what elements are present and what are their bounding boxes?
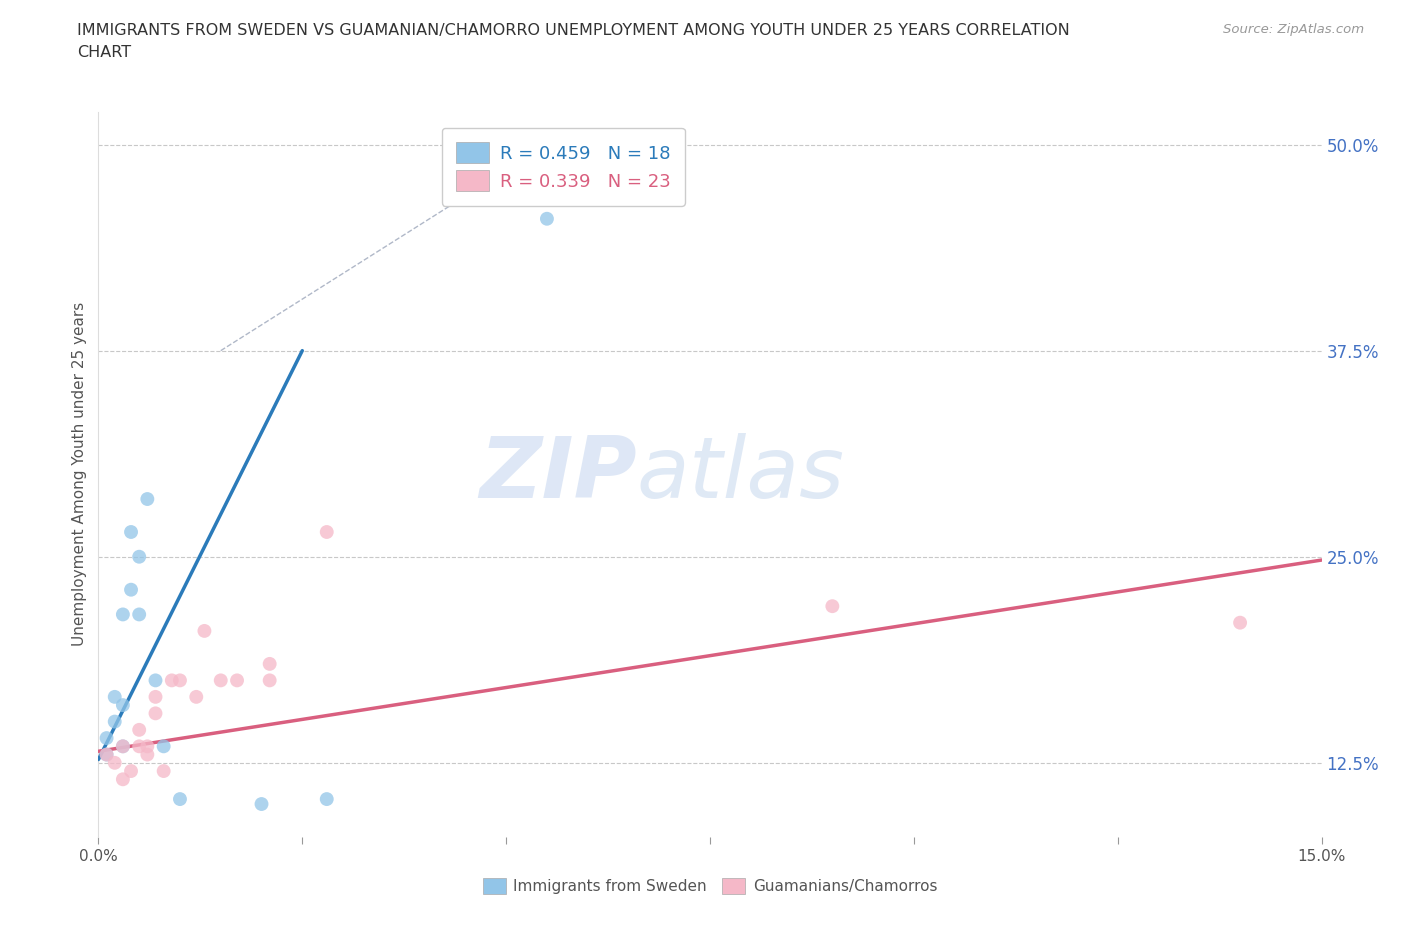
Point bbox=[128, 550, 150, 565]
Point bbox=[152, 764, 174, 778]
Text: atlas: atlas bbox=[637, 432, 845, 516]
Point bbox=[259, 673, 281, 688]
Point bbox=[136, 738, 159, 753]
Point bbox=[96, 731, 118, 746]
Point bbox=[96, 747, 118, 762]
Point bbox=[120, 764, 142, 778]
Point bbox=[111, 772, 134, 787]
Point bbox=[315, 525, 337, 539]
Point bbox=[821, 599, 844, 614]
Point bbox=[136, 747, 159, 762]
Point bbox=[120, 582, 142, 597]
Point bbox=[186, 689, 208, 704]
Legend: Immigrants from Sweden, Guamanians/Chamorros: Immigrants from Sweden, Guamanians/Chamo… bbox=[475, 870, 945, 902]
Point bbox=[111, 738, 134, 753]
Text: IMMIGRANTS FROM SWEDEN VS GUAMANIAN/CHAMORRO UNEMPLOYMENT AMONG YOUTH UNDER 25 Y: IMMIGRANTS FROM SWEDEN VS GUAMANIAN/CHAM… bbox=[77, 23, 1070, 38]
Point bbox=[193, 623, 215, 638]
Point bbox=[96, 747, 118, 762]
Point bbox=[160, 673, 183, 688]
Point bbox=[250, 797, 273, 812]
Point bbox=[145, 689, 167, 704]
Point bbox=[152, 738, 174, 753]
Point bbox=[226, 673, 249, 688]
Point bbox=[120, 525, 142, 539]
Point bbox=[169, 791, 191, 806]
Text: ZIP: ZIP bbox=[479, 432, 637, 516]
Point bbox=[128, 738, 150, 753]
Point bbox=[1229, 616, 1251, 631]
Text: CHART: CHART bbox=[77, 45, 131, 60]
Point bbox=[169, 673, 191, 688]
Point bbox=[536, 211, 558, 226]
Point bbox=[128, 723, 150, 737]
Point bbox=[128, 607, 150, 622]
Point bbox=[145, 673, 167, 688]
Point bbox=[104, 714, 127, 729]
Point bbox=[136, 492, 159, 507]
Point bbox=[111, 738, 134, 753]
Point bbox=[209, 673, 232, 688]
Point bbox=[104, 689, 127, 704]
Point bbox=[315, 791, 337, 806]
Point bbox=[104, 755, 127, 770]
Point bbox=[145, 706, 167, 721]
Point bbox=[111, 698, 134, 712]
Y-axis label: Unemployment Among Youth under 25 years: Unemployment Among Youth under 25 years bbox=[72, 302, 87, 646]
Point bbox=[259, 657, 281, 671]
Point bbox=[111, 607, 134, 622]
Text: Source: ZipAtlas.com: Source: ZipAtlas.com bbox=[1223, 23, 1364, 36]
